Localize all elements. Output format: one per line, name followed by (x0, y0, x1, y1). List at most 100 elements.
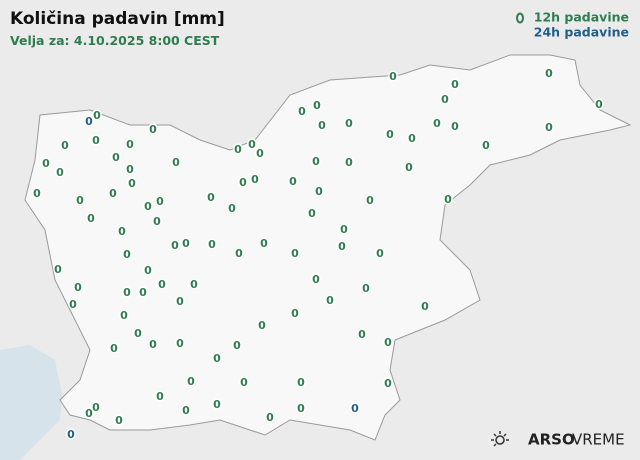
station-value: 0 (123, 286, 131, 299)
station-value: 0 (289, 175, 297, 188)
station-value: 0 (92, 401, 100, 414)
station-value: 0 (384, 377, 392, 390)
station-value: 0 (110, 342, 118, 355)
station-value: 0 (93, 109, 101, 122)
brand-name: ARSO (528, 431, 575, 449)
station-value: 0 (451, 120, 459, 133)
station-value: 0 (326, 294, 334, 307)
station-value: 0 (149, 338, 157, 351)
station-value: 0 (291, 307, 299, 320)
station-value: 0 (239, 176, 247, 189)
station-value: 0 (338, 240, 346, 253)
station-value: 0 (56, 166, 64, 179)
station-value: 0 (85, 407, 93, 420)
country-shape (24, 54, 632, 441)
station-value: 0 (42, 157, 50, 170)
station-value: 0 (298, 105, 306, 118)
station-value: 0 (128, 177, 136, 190)
station-value: 0 (149, 123, 157, 136)
station-value: 0 (313, 99, 321, 112)
station-value: 0 (126, 138, 134, 151)
station-value: 0 (405, 161, 413, 174)
station-value: 0 (187, 375, 195, 388)
station-value: 0 (126, 163, 134, 176)
station-value: 0 (69, 298, 77, 311)
sea (0, 345, 62, 460)
station-value: 0 (248, 138, 256, 151)
station-value: 0 (33, 187, 41, 200)
station-value: 0 (54, 263, 62, 276)
station-value: 0 (153, 215, 161, 228)
station-value: 0 (171, 239, 179, 252)
station-value: 0 (207, 191, 215, 204)
station-value: 0 (291, 247, 299, 260)
legend-label: 24h padavine (534, 25, 629, 40)
station-value: 0 (482, 139, 490, 152)
station-value: 0 (172, 156, 180, 169)
station-value: 0 (176, 295, 184, 308)
station-value: 0 (251, 173, 259, 186)
subtitle: Velja za: 4.10.2025 8:00 CEST (10, 33, 220, 48)
station-value: 0 (595, 98, 603, 111)
station-value: 0 (234, 143, 242, 156)
station-value: 0 (351, 402, 359, 415)
station-value: 0 (451, 78, 459, 91)
station-value: 0 (386, 128, 394, 141)
station-value: 0 (156, 195, 164, 208)
station-value: 0 (421, 300, 429, 313)
station-value: 0 (318, 119, 326, 132)
brand-sub: VREME (572, 431, 625, 449)
station-value: 0 (545, 67, 553, 80)
station-value: 0 (240, 376, 248, 389)
station-value: 0 (115, 414, 123, 427)
station-value: 0 (408, 132, 416, 145)
station-value: 0 (266, 411, 274, 424)
station-value: 0 (144, 264, 152, 277)
legend-icon (516, 12, 524, 24)
station-value: 0 (61, 139, 69, 152)
station-value: 0 (156, 390, 164, 403)
stations: 0 0 0 0 0 0 0 0 0 0 0 0 0 0 0 0 0 0 0 0 0 0 0 0 0 0 0 0 0 0 0 0 0 0 0 0 0 0 0 0… (32, 66, 605, 443)
station-value: 0 (441, 93, 449, 106)
brand-icon (491, 431, 509, 447)
station-value: 0 (120, 309, 128, 322)
station-value: 0 (345, 156, 353, 169)
station-value: 0 (87, 212, 95, 225)
station-value: 0 (389, 70, 397, 83)
station-value: 0 (158, 278, 166, 291)
station-value: 0 (256, 147, 264, 160)
station-value: 0 (315, 185, 323, 198)
station-value: 0 (213, 352, 221, 365)
station-value: 0 (297, 376, 305, 389)
station-value: 0 (112, 151, 120, 164)
station-value: 0 (297, 402, 305, 415)
station-value: 0 (118, 225, 126, 238)
station-value: 0 (258, 319, 266, 332)
legend-label: 12h padavine (534, 10, 629, 25)
station-value: 0 (85, 115, 93, 128)
station-value: 0 (312, 273, 320, 286)
station-value: 0 (139, 286, 147, 299)
station-value: 0 (190, 278, 198, 291)
station-value: 0 (233, 339, 241, 352)
station-value: 0 (208, 238, 216, 251)
station-value: 0 (235, 247, 243, 260)
station-value: 0 (433, 117, 441, 130)
station-value: 0 (260, 237, 268, 250)
station-value: 0 (362, 282, 370, 295)
station-value: 0 (376, 247, 384, 260)
station-value: 0 (67, 428, 75, 441)
station-value: 0 (74, 281, 82, 294)
station-value: 0 (213, 398, 221, 411)
brand: ARSO VREME (491, 431, 625, 449)
station-value: 0 (308, 207, 316, 220)
station-value: 0 (312, 155, 320, 168)
station-value: 0 (182, 404, 190, 417)
station-value: 0 (109, 187, 117, 200)
station-value: 0 (182, 237, 190, 250)
station-value: 0 (228, 202, 236, 215)
station-value: 0 (340, 223, 348, 236)
station-value: 0 (345, 117, 353, 130)
